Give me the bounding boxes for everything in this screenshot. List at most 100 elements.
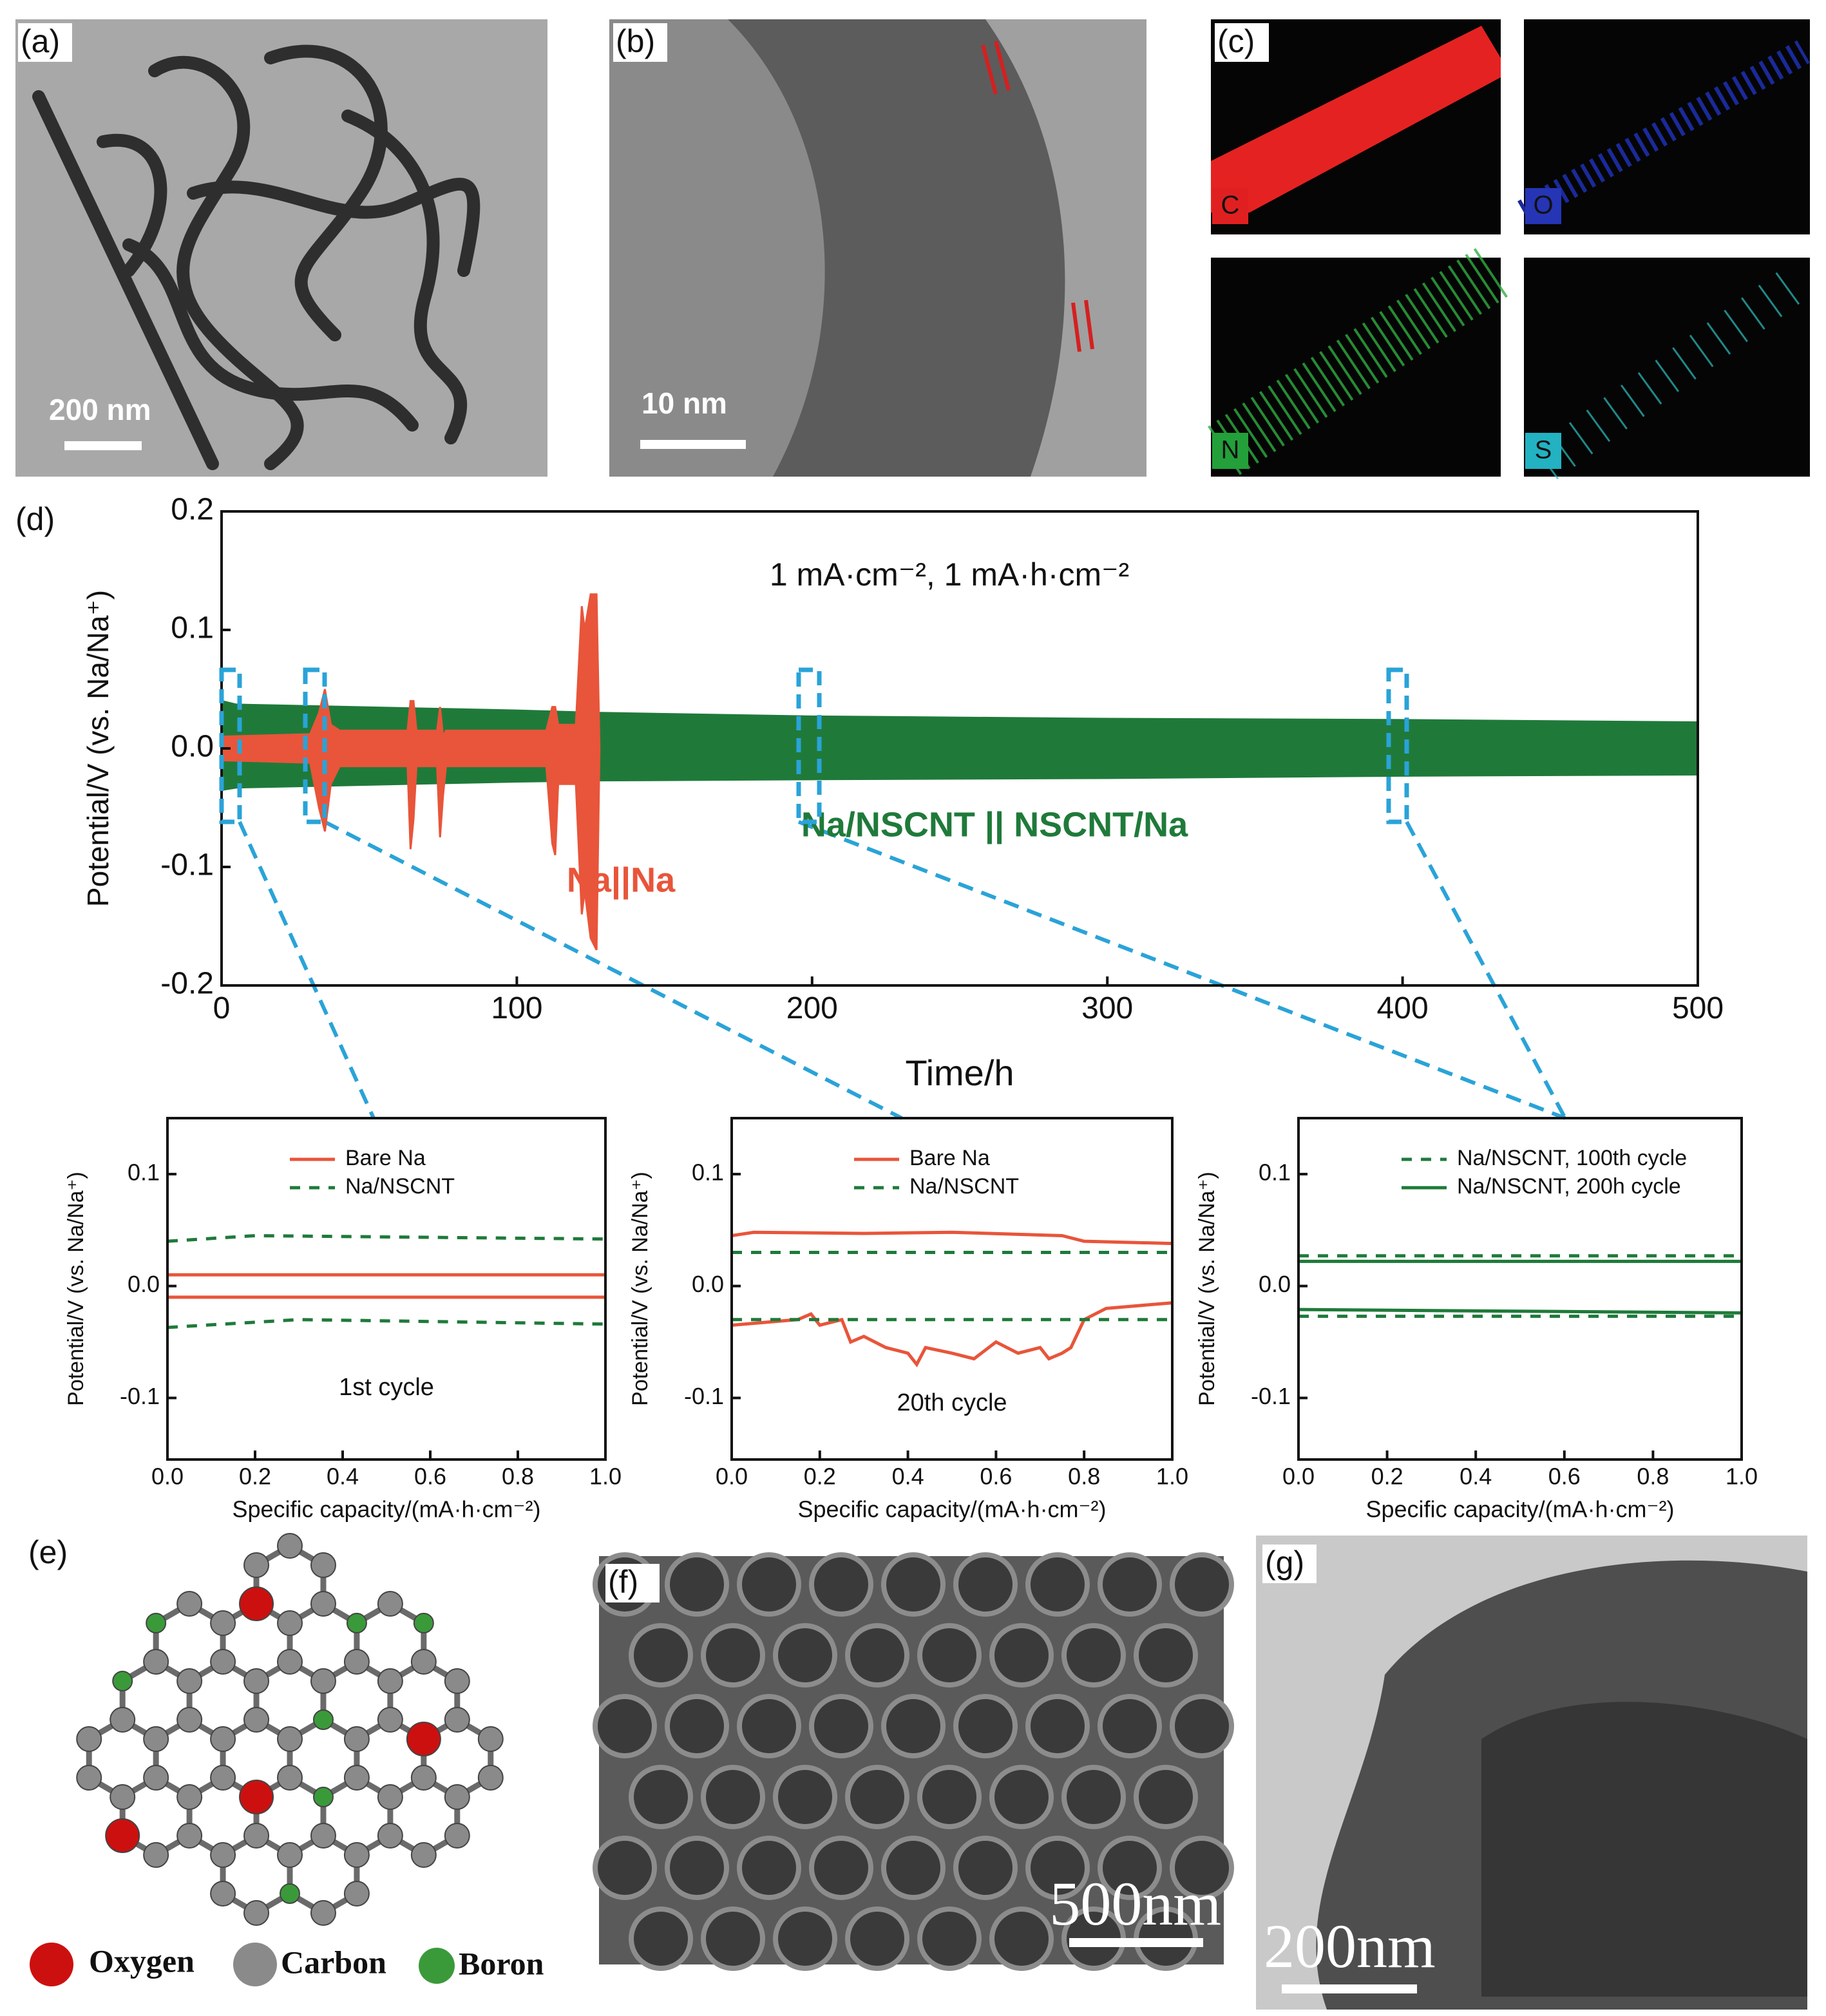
atom bbox=[377, 1591, 403, 1617]
atom bbox=[310, 1668, 336, 1694]
y-tick-label: 0.1 bbox=[128, 1159, 160, 1185]
legend-label: Bare Na bbox=[909, 1146, 990, 1170]
atom bbox=[143, 1726, 169, 1752]
x-tick-label: 0.6 bbox=[414, 1463, 446, 1489]
pore bbox=[1061, 1623, 1126, 1688]
zoom-box bbox=[796, 667, 822, 824]
potential-line bbox=[167, 1273, 605, 1299]
pore bbox=[701, 1765, 765, 1829]
atom bbox=[176, 1707, 203, 1733]
potential-line bbox=[1298, 1254, 1742, 1318]
atom bbox=[210, 1842, 236, 1868]
x-tick-label: 0.8 bbox=[1637, 1463, 1669, 1489]
x-tick-label: 0.0 bbox=[151, 1463, 184, 1489]
atom bbox=[146, 1613, 167, 1633]
x-tick-label: 0.4 bbox=[892, 1463, 924, 1489]
atom bbox=[176, 1591, 203, 1617]
pore bbox=[989, 1623, 1054, 1688]
y-axis-label: Potential/V (vs. Na/Na⁺) bbox=[628, 1172, 652, 1406]
pore bbox=[737, 1694, 801, 1758]
chart: Na/NSCNT || NSCNT/Na Na||Na 0 100 200 300 400 5… bbox=[81, 493, 1724, 1093]
pore bbox=[1134, 1765, 1198, 1829]
tube-edge bbox=[985, 19, 1146, 477]
atom bbox=[277, 1533, 303, 1559]
x-tick-label: 0.2 bbox=[804, 1463, 836, 1489]
x-tick-label: 0.0 bbox=[1282, 1463, 1315, 1489]
pore bbox=[701, 1907, 765, 1971]
atom bbox=[143, 1842, 169, 1868]
atom bbox=[210, 1881, 236, 1907]
atom bbox=[210, 1610, 236, 1636]
legend-label: Carbon bbox=[281, 1944, 386, 1980]
atom bbox=[143, 1765, 169, 1791]
legend-label: Boron bbox=[459, 1945, 544, 1981]
pore bbox=[989, 1907, 1054, 1971]
atom bbox=[343, 1842, 370, 1868]
pore bbox=[809, 1552, 873, 1617]
pore bbox=[737, 1552, 801, 1617]
y-axis-label: Potential/V (vs. Na/Na⁺) bbox=[1195, 1172, 1219, 1406]
x-tick-label: 0.8 bbox=[1068, 1463, 1100, 1489]
oxygen-map bbox=[1517, 40, 1810, 224]
pore bbox=[989, 1765, 1054, 1829]
y-tick-label: 0.1 bbox=[171, 611, 214, 645]
panel-label-bg bbox=[605, 1564, 660, 1602]
panel-label-bg bbox=[18, 23, 72, 62]
nanosheets-core bbox=[1481, 1702, 1807, 1997]
pore bbox=[1170, 1694, 1234, 1758]
x-tick-label: 0.2 bbox=[1371, 1463, 1403, 1489]
atom bbox=[280, 1883, 300, 1904]
pore bbox=[593, 1694, 657, 1758]
pore bbox=[629, 1623, 693, 1688]
atom bbox=[176, 1784, 203, 1810]
atom bbox=[143, 1649, 169, 1675]
x-tick-label: 1.0 bbox=[1156, 1463, 1188, 1489]
atom bbox=[410, 1649, 437, 1675]
atom bbox=[109, 1707, 136, 1733]
panel-label: (f) bbox=[608, 1564, 638, 1600]
legend-swatch bbox=[30, 1943, 73, 1986]
legend-label: Na/NSCNT, 200h cycle bbox=[1457, 1174, 1681, 1199]
legend-swatch bbox=[419, 1948, 455, 1984]
element-box bbox=[1212, 433, 1248, 469]
atom bbox=[210, 1765, 236, 1791]
legend-label: Na/NSCNT bbox=[909, 1174, 1019, 1199]
pore bbox=[773, 1765, 837, 1829]
x-tick-label: 200 bbox=[786, 991, 838, 1025]
pore bbox=[845, 1623, 909, 1688]
pore bbox=[917, 1765, 982, 1829]
y-tick-label: 0.2 bbox=[171, 493, 214, 527]
atom bbox=[105, 1818, 140, 1853]
x-tick-label: 300 bbox=[1081, 991, 1133, 1025]
pore bbox=[1061, 1765, 1126, 1829]
pore bbox=[917, 1623, 982, 1688]
x-axis-label: Specific capacity/(mA·h·cm⁻²) bbox=[232, 1496, 540, 1523]
pore bbox=[1025, 1552, 1090, 1617]
element-box bbox=[1525, 188, 1561, 224]
atom bbox=[377, 1668, 403, 1694]
atom bbox=[239, 1780, 274, 1814]
atom bbox=[76, 1765, 102, 1791]
pore bbox=[881, 1836, 946, 1900]
scale-label: 10 nm bbox=[642, 386, 727, 420]
atom bbox=[210, 1726, 236, 1752]
y-tick-label: -0.1 bbox=[1251, 1383, 1291, 1409]
pore bbox=[773, 1907, 837, 1971]
pore bbox=[953, 1552, 1018, 1617]
plot-frame bbox=[166, 1117, 607, 1461]
x-tick-label: 0.4 bbox=[327, 1463, 359, 1489]
zoom-box bbox=[219, 667, 242, 824]
pore bbox=[1025, 1836, 1090, 1900]
atom bbox=[413, 1613, 434, 1633]
atom bbox=[477, 1765, 504, 1791]
element-box bbox=[1212, 188, 1248, 224]
x-tick-label: 500 bbox=[1672, 991, 1724, 1025]
x-tick-label: 0.0 bbox=[716, 1463, 748, 1489]
y-tick-label: -0.1 bbox=[684, 1383, 724, 1409]
atom bbox=[377, 1823, 403, 1849]
atom bbox=[310, 1823, 336, 1849]
pore bbox=[1098, 1836, 1162, 1900]
atom bbox=[176, 1823, 203, 1849]
panel-label: (g) bbox=[1265, 1545, 1304, 1581]
chart: Bare Na Na/NSCNT 0.0 0.2 0.4 0.6 0.8 1.0 0.1 0.0 -… bbox=[64, 1117, 622, 1523]
